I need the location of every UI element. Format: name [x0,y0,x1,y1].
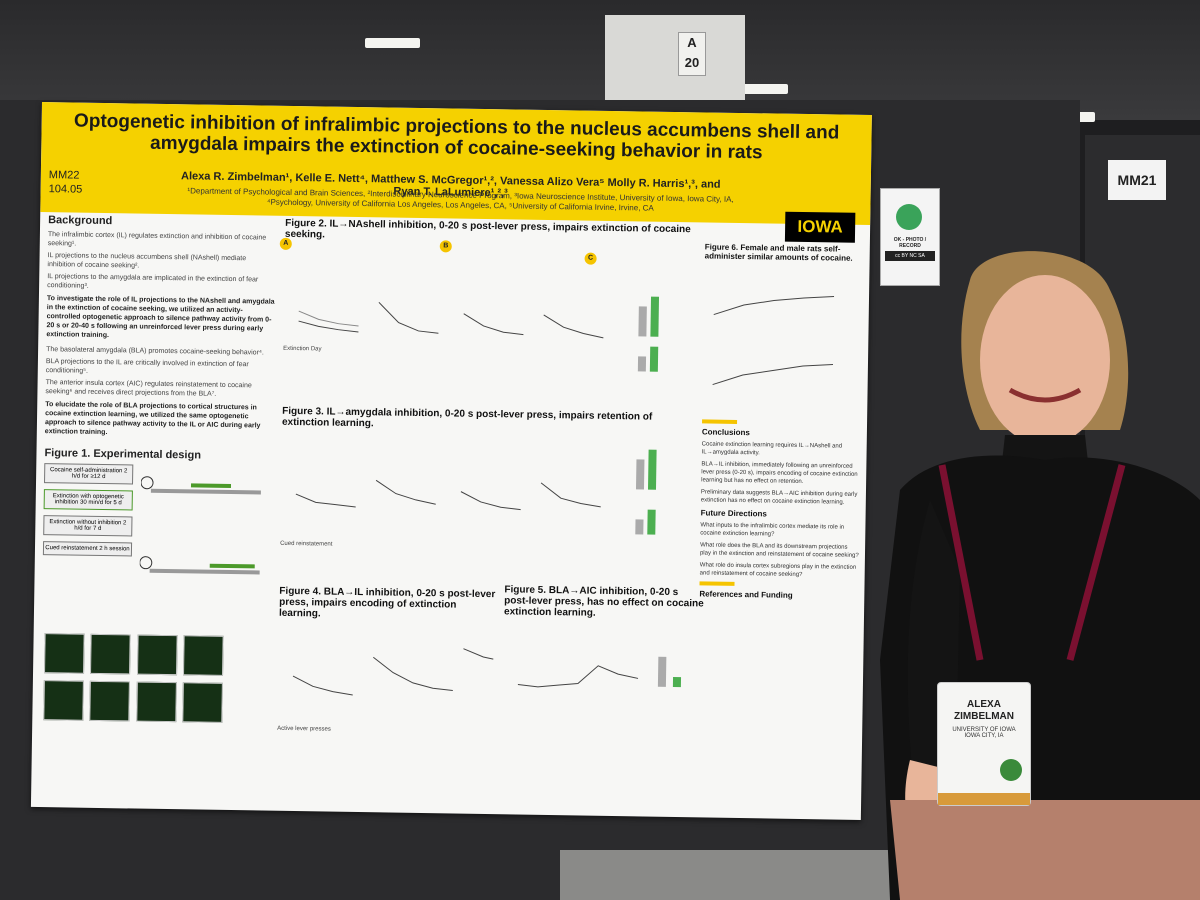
section-heading: Background [48,214,113,228]
micrograph [183,635,224,676]
figure-4-heading: Figure 4. BLA→IL inhibition, 0-20 s post… [278,585,496,620]
background-section: Background The infralimbic cortex (IL) r… [45,214,277,446]
micrograph [44,633,85,674]
conclusions-heading: Conclusions [701,427,750,438]
badge-organization: UNIVERSITY OF IOWA [952,727,1016,733]
badge-city: IOWA CITY, IA [964,733,1004,739]
badge-last-name: ZIMBELMAN [954,711,1014,722]
micrograph [136,681,177,723]
figure-heading: Figure 1. Experimental design [44,447,202,462]
section-rule [702,419,738,424]
badge-strip [938,793,1030,805]
panel-letter: A [279,237,292,250]
timeline-diagram [139,476,261,575]
figure-6-plots [712,295,835,386]
bullet: IL projections to the amygdala are impli… [47,273,259,290]
camera-icon [896,204,922,230]
panel-letter: B [439,240,452,253]
aim-text: To elucidate the role of BLA projections… [44,401,261,437]
board-number-label: MM21 [1108,160,1166,200]
board-code: MM22 [48,169,80,182]
poster-code: MM22 104.05 [49,168,83,197]
future-item: What role do insula cortex subregions pl… [699,562,857,579]
future-item: What role does the BLA and its downstrea… [699,542,859,559]
figure-2-plots [298,296,660,372]
figure-5-heading: Figure 5. BLA→AIC inhibition, 0-20 s pos… [503,584,704,619]
bullet: The infralimbic cortex (IL) regulates ex… [47,231,267,248]
figure-3-plots [295,449,657,535]
section-rule [699,581,735,586]
bullet: BLA projections to the IL are critically… [45,358,249,375]
conclusion-item: Preliminary data suggests BLA→AIC inhibi… [700,489,858,506]
right-column: Figure 6. Female and male rats self-admi… [699,242,865,604]
badge-first-name: ALEXA [967,699,1001,710]
micrograph [89,680,131,722]
bullet: The anterior insula cortex (AIC) regulat… [45,379,252,398]
figure-2-heading: Figure 2. IL→NAshell inhibition, 0-20 s … [284,217,691,241]
conclusion-item: BLA→IL inhibition, immediately following… [701,461,858,486]
future-item: What inputs to the infralimbic cortex me… [700,522,845,538]
micrograph [43,680,84,721]
pillar-sign: A 20 [678,32,706,76]
ceiling-light [365,38,420,48]
flow-step: Extinction with optogenetic inhibition 3… [43,489,133,511]
floor [560,850,910,900]
figure-5-plots [517,656,682,688]
micrograph [182,682,224,723]
histology-images [42,632,268,723]
future-heading: Future Directions [700,508,767,519]
flow-step: Cued reinstatement 2 h session [42,541,133,557]
bullet: IL projections to the nucleus accumbens … [47,252,247,270]
iowa-logo: IOWA [784,211,856,243]
session-code: 104.05 [48,183,83,196]
micrograph [136,634,178,676]
research-poster: Optogenetic inhibition of infralimbic pr… [30,102,872,820]
ceiling-light [740,84,788,94]
conclusion-item: Cocaine extinction learning requires IL→… [701,441,843,457]
micrograph [90,633,132,675]
aim-text: To investigate the role of IL projection… [46,295,275,340]
figure-4-plots [292,648,494,696]
photo-permission-text: OK - PHOTO / RECORD [893,237,927,249]
name-badge: ALEXA ZIMBELMAN UNIVERSITY OF IOWA IOWA … [937,682,1031,806]
badge-seal-icon [1000,759,1022,781]
flow-step: Cocaine self-administration 2 h/d for ≥1… [44,463,134,485]
flow-step: Extinction without inhibition 2 h/d for … [43,515,133,537]
figure-6-heading: Figure 6. Female and male rats self-admi… [704,242,853,263]
bullet: The basolateral amygdala (BLA) promotes … [46,346,264,357]
creative-commons-icon: cc BY NC SA [885,251,935,261]
references-heading: References and Funding [699,589,793,600]
photo-permission-sign: OK - PHOTO / RECORD cc BY NC SA [880,188,940,286]
